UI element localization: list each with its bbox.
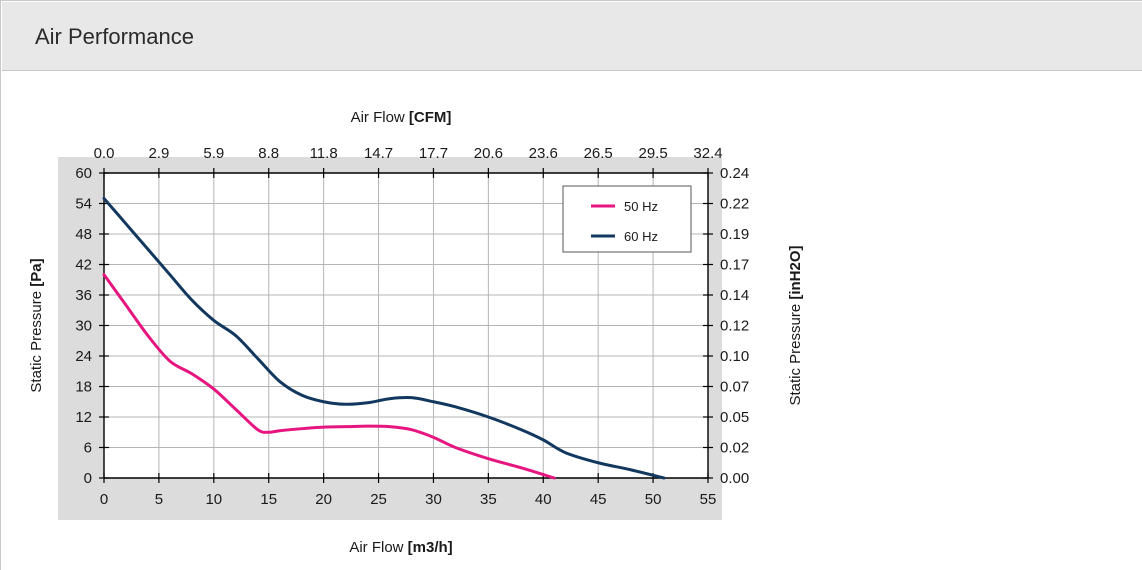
x-tick-label: 55 <box>700 491 717 508</box>
x2-tick-label: 32.4 <box>693 145 722 162</box>
x2-tick-label: 17.7 <box>419 145 448 162</box>
y2-tick-label: 0.14 <box>720 287 749 304</box>
y2-axis-title-text: Static Pressure <box>787 300 804 406</box>
y-tick-label: 60 <box>75 165 92 182</box>
y2-tick-label: 0.07 <box>720 379 749 396</box>
legend-box <box>562 185 692 253</box>
x-tick-label: 0 <box>100 491 108 508</box>
x2-tick-label: 26.5 <box>584 145 613 162</box>
x-tick-label: 45 <box>590 491 607 508</box>
y-tick-label: 30 <box>75 318 92 335</box>
y2-axis-title: Static Pressure [inH2O] <box>787 245 804 405</box>
x-tick-label: 25 <box>370 491 387 508</box>
y2-tick-label: 0.24 <box>720 165 749 182</box>
x2-tick-label: 20.6 <box>474 145 503 162</box>
x2-tick-label: 11.8 <box>310 145 338 162</box>
y-axis-title-text: Static Pressure <box>28 287 45 393</box>
series-line-0 <box>102 273 556 480</box>
y2-tick-label: 0.02 <box>720 440 749 457</box>
x-tick-label: 40 <box>535 491 552 508</box>
x2-tick-label: 5.9 <box>203 145 224 162</box>
legend-label-1: 60 Hz <box>624 229 658 244</box>
x-tick-label: 30 <box>425 491 442 508</box>
x-axis-title-text: Air Flow <box>349 539 407 556</box>
y-axis-title: Static Pressure [Pa] <box>28 258 45 392</box>
panel-header: Air Performance <box>2 2 1142 71</box>
y2-axis-title-unit: [inH2O] <box>787 245 804 299</box>
y-tick-label: 24 <box>75 348 92 365</box>
x2-axis-title-unit: [CFM] <box>409 109 451 126</box>
y2-tick-label: 0.00 <box>720 470 749 487</box>
y-tick-label: 42 <box>75 257 92 274</box>
y-tick-label: 6 <box>84 440 92 457</box>
x-tick-label: 50 <box>645 491 662 508</box>
x2-axis-title: Air Flow [CFM] <box>351 109 452 126</box>
y-tick-label: 54 <box>75 196 92 213</box>
y-axis-title-unit: [Pa] <box>28 258 45 286</box>
series-line-1 <box>102 196 666 480</box>
x2-tick-label: 23.6 <box>529 145 558 162</box>
y2-tick-label: 0.10 <box>720 348 749 365</box>
y-tick-label: 48 <box>75 226 92 243</box>
y2-tick-label: 0.19 <box>720 226 749 243</box>
panel-title: Air Performance <box>35 24 194 49</box>
legend-label-0: 50 Hz <box>624 199 658 214</box>
x2-tick-label: 2.9 <box>148 145 169 162</box>
y-tick-label: 12 <box>75 409 92 426</box>
x2-tick-label: 8.8 <box>258 145 279 162</box>
x-axis-title: Air Flow [m3/h] <box>349 539 452 556</box>
y2-tick-label: 0.05 <box>720 409 749 426</box>
x-axis-title-unit: [m3/h] <box>408 539 453 556</box>
x-tick-label: 20 <box>315 491 332 508</box>
x2-tick-label: 0.0 <box>94 145 115 162</box>
x-tick-label: 10 <box>205 491 222 508</box>
y2-tick-label: 0.22 <box>720 196 749 213</box>
y-tick-label: 18 <box>75 379 92 396</box>
y-tick-label: 0 <box>84 470 92 487</box>
x2-tick-label: 29.5 <box>638 145 667 162</box>
y-tick-label: 36 <box>75 287 92 304</box>
x2-axis-title-text: Air Flow <box>351 109 409 126</box>
y2-tick-label: 0.17 <box>720 257 749 274</box>
x-tick-label: 15 <box>260 491 277 508</box>
x2-tick-label: 14.7 <box>364 145 393 162</box>
y2-tick-label: 0.12 <box>720 318 749 335</box>
x-tick-label: 35 <box>480 491 497 508</box>
x-tick-label: 5 <box>155 491 163 508</box>
